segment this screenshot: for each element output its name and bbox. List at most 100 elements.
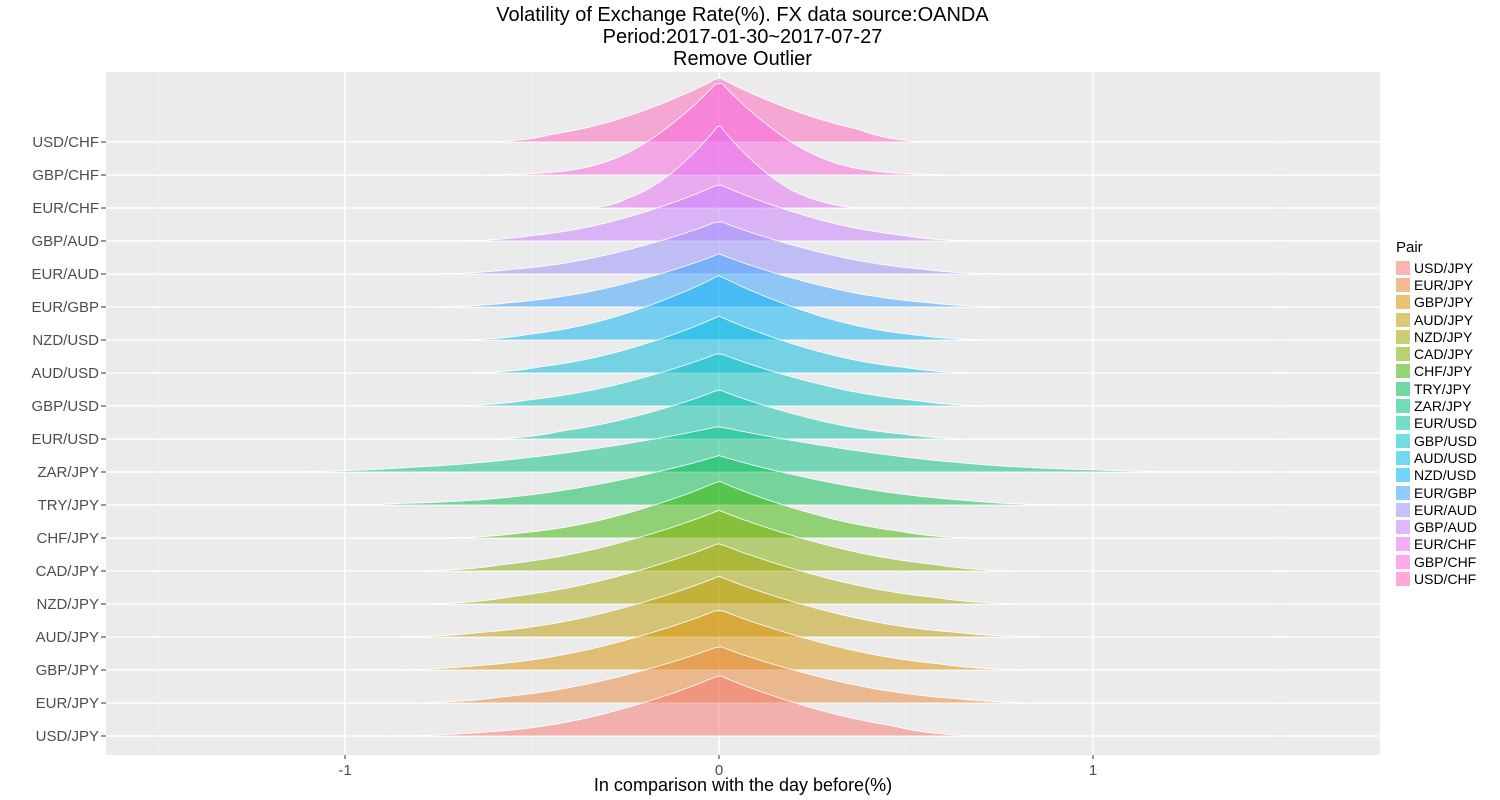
legend-label: GBP/USD [1414, 432, 1478, 449]
legend-label: EUR/USD [1414, 415, 1478, 432]
legend-key [1396, 450, 1410, 465]
legend-key [1396, 520, 1410, 535]
x-tick-label: -1 [338, 762, 351, 779]
y-tick-label: EUR/CHF [32, 200, 99, 217]
ridge-nzd-usd [449, 275, 1000, 341]
legend-label: EUR/CHF [1414, 536, 1477, 553]
legend-key [1396, 554, 1410, 569]
y-tick-label: NZD/USD [32, 332, 99, 349]
y-tick-label: GBP/CHF [32, 167, 99, 184]
legend-title: Pair [1396, 239, 1423, 256]
chart-subtitle-period: Period:2017-01-30~2017-07-27 [602, 26, 883, 48]
legend-label: EUR/JPY [1414, 276, 1474, 293]
legend-label: USD/JPY [1414, 259, 1474, 276]
legend-item-try-jpy: TRY/JPY [1396, 380, 1477, 397]
ridge-chf-jpy [434, 480, 981, 539]
legend-label: EUR/AUD [1414, 501, 1478, 518]
legend-key [1396, 433, 1410, 448]
legend-key [1396, 312, 1410, 327]
legend-item-eur-usd: EUR/USD [1396, 415, 1477, 432]
ridge-aud-usd [464, 315, 985, 374]
legend-item-eur-gbp: EUR/GBP [1396, 484, 1477, 501]
ridge-gbp-jpy [374, 610, 1041, 671]
legend-key [1396, 468, 1410, 483]
x-axis-label: In comparison with the day before(%) [593, 775, 893, 795]
chart-subtitle-note: Remove Outlier [673, 48, 812, 70]
y-tick-label: TRY/JPY [38, 497, 99, 514]
ridge-eur-usd [487, 390, 978, 440]
x-tick-label: 1 [1089, 762, 1097, 779]
legend-label: ZAR/JPY [1414, 398, 1472, 415]
legend-item-eur-jpy: EUR/JPY [1396, 276, 1477, 293]
x-axis: -1 0 1 [338, 755, 1097, 779]
y-tick-label: CHF/JPY [36, 530, 99, 547]
legend-label: GBP/JPY [1414, 294, 1474, 311]
legend-item-cad-jpy: CAD/JPY [1396, 345, 1477, 362]
legend-key [1396, 381, 1410, 396]
legend-key [1396, 571, 1410, 586]
legend-key [1396, 260, 1410, 275]
legend-key [1396, 416, 1410, 431]
y-tick-label: ZAR/JPY [37, 464, 99, 481]
y-tick-label: EUR/GBP [31, 299, 99, 316]
chart-title: Volatility of Exchange Rate(%). FX data … [496, 4, 989, 26]
y-tick-label: EUR/USD [31, 431, 99, 448]
y-tick-label: NZD/JPY [36, 596, 99, 613]
legend-key [1396, 364, 1410, 379]
legend-items: USD/JPY EUR/JPY GBP/JPY AUD/JPY NZD/JPY CAD/J… [1396, 259, 1477, 588]
legend-item-chf-jpy: CHF/JPY [1396, 363, 1477, 380]
y-tick-label: EUR/AUD [31, 266, 99, 283]
legend-key [1396, 502, 1410, 517]
y-axis: USD/JPY EUR/JPY GBP/JPY AUD/JPY NZD/JPY CAD/J… [31, 134, 106, 745]
y-tick-label: CAD/JPY [36, 563, 99, 580]
ridge-zar-jpy [251, 426, 1251, 473]
ridge-gbp-aud [449, 184, 981, 242]
legend-item-nzd-jpy: NZD/JPY [1396, 328, 1477, 345]
ridge-cad-jpy [412, 509, 1026, 572]
legend-label: NZD/JPY [1414, 328, 1473, 345]
legend-key [1396, 537, 1410, 552]
legend-label: EUR/GBP [1414, 484, 1478, 501]
legend-label: USD/CHF [1414, 570, 1477, 587]
legend-label: GBP/AUD [1414, 519, 1478, 536]
y-tick-label: GBP/AUD [31, 233, 99, 250]
legend-item-eur-aud: EUR/AUD [1396, 501, 1477, 518]
legend-item-usd-jpy: USD/JPY [1396, 259, 1477, 276]
legend-item-gbp-aud: GBP/AUD [1396, 518, 1477, 535]
legend-label: CAD/JPY [1414, 346, 1474, 363]
ridge-usd-jpy [374, 675, 985, 737]
y-tick-label: GBP/USD [31, 398, 99, 415]
ridge-gbp-usd [445, 353, 1000, 407]
legend-item-nzd-usd: NZD/USD [1396, 467, 1477, 484]
legend-item-zar-jpy: ZAR/JPY [1396, 397, 1477, 414]
ridge-eur-jpy [401, 646, 1056, 704]
legend-key [1396, 329, 1410, 344]
x-tick-label: 0 [715, 762, 723, 779]
legend-item-aud-jpy: AUD/JPY [1396, 311, 1477, 328]
legend-key [1396, 485, 1410, 500]
y-tick-label: USD/CHF [32, 134, 99, 151]
legend-item-aud-usd: AUD/USD [1396, 449, 1477, 466]
ridge-eur-chf [584, 125, 869, 209]
legend-item-gbp-chf: GBP/CHF [1396, 553, 1477, 570]
legend-label: AUD/USD [1414, 449, 1478, 466]
legend-key [1396, 347, 1410, 362]
legend-label: CHF/JPY [1414, 363, 1473, 380]
legend-label: GBP/CHF [1414, 553, 1477, 570]
legend-label: TRY/JPY [1414, 380, 1472, 397]
density-ridges [251, 77, 1251, 737]
legend-key [1396, 399, 1410, 414]
y-tick-label: AUD/JPY [36, 629, 99, 646]
y-tick-label: EUR/JPY [36, 695, 99, 712]
y-tick-label: AUD/USD [31, 365, 99, 382]
legend-item-usd-chf: USD/CHF [1396, 570, 1477, 587]
legend-label: AUD/JPY [1414, 311, 1474, 328]
ridge-eur-aud [419, 221, 1011, 275]
legend-label: NZD/USD [1414, 467, 1477, 484]
legend-item-gbp-jpy: GBP/JPY [1396, 294, 1477, 311]
y-tick-label: GBP/JPY [36, 662, 99, 679]
legend-key [1396, 295, 1410, 310]
legend: Pair USD/JPY EUR/JPY GBP/JPY AUD/JPY NZD/JPY… [1396, 239, 1477, 588]
y-tick-label: USD/JPY [36, 728, 99, 745]
